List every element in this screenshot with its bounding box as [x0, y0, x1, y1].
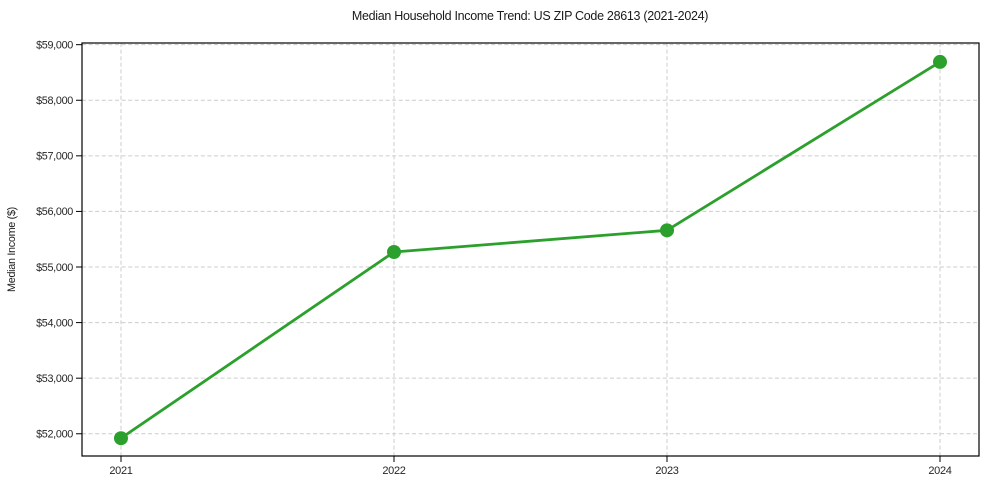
y-tick-label: $54,000: [36, 317, 73, 329]
y-tick-label: $53,000: [36, 373, 73, 385]
y-axis-label: Median Income ($): [6, 207, 18, 292]
x-tick-label: 2024: [928, 465, 951, 477]
data-point-2021: [114, 431, 128, 446]
y-tick-label: $52,000: [36, 429, 73, 441]
y-tick-label: $58,000: [36, 95, 73, 107]
y-tick-label: $55,000: [36, 262, 73, 274]
data-point-2022: [387, 245, 401, 260]
plot-border: [81, 42, 980, 457]
chart-title: Median Household Income Trend: US ZIP Co…: [352, 9, 708, 23]
y-tick-label: $57,000: [36, 151, 73, 163]
series-layer: [114, 54, 947, 446]
x-tick-label: 2022: [382, 465, 405, 477]
tick-label-layer: $52,000 $53,000 $54,000 $55,000 $56,000 $57,0…: [36, 39, 952, 477]
y-tick-label: $56,000: [36, 206, 73, 218]
trend-line: [119, 60, 942, 440]
tick-layer: [76, 44, 941, 462]
data-point-2024: [933, 54, 947, 69]
axes-layer: [81, 42, 980, 457]
x-tick-label: 2021: [109, 465, 132, 477]
data-point-2023: [660, 223, 674, 238]
y-tick-label: $59,000: [36, 39, 73, 51]
x-tick-label: 2023: [655, 465, 678, 477]
grid-layer: [82, 43, 979, 456]
